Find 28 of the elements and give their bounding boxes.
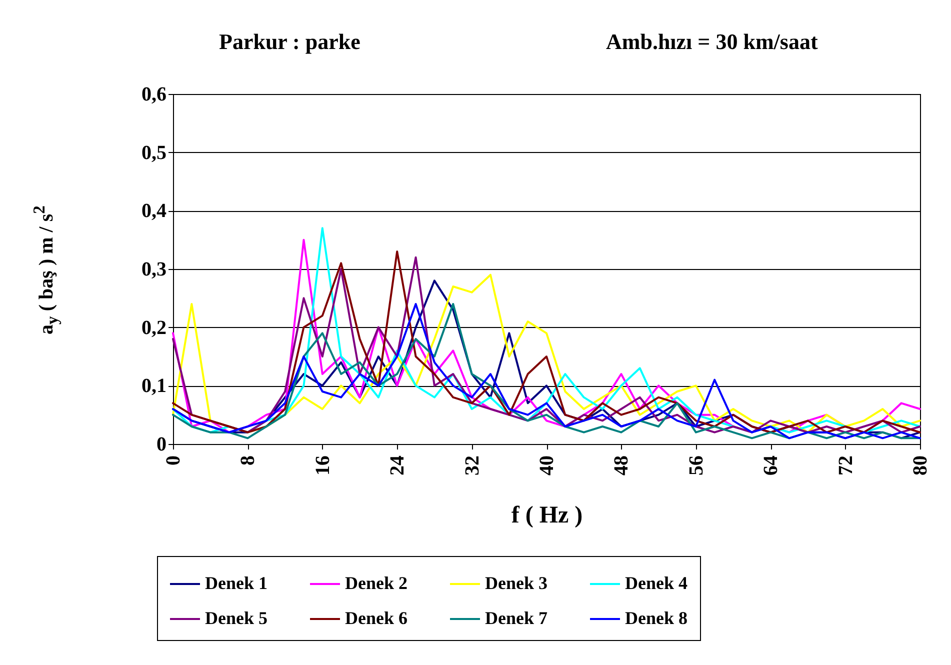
y-tick-label: 0,2 (142, 316, 166, 339)
chart-subtitle: Amb.hızı = 30 km/saat (606, 29, 818, 55)
legend-label: Denek 8 (625, 608, 688, 628)
chart-title: Parkur : parke (219, 29, 360, 55)
x-tick-label: 72 (834, 456, 857, 476)
x-tick-label: 40 (536, 456, 558, 476)
x-tick-label: 56 (685, 456, 708, 476)
legend-label: Denek 7 (485, 608, 548, 628)
x-tick-label: 32 (461, 456, 484, 476)
x-tick-label: 64 (760, 456, 782, 476)
legend-label: Denek 5 (205, 608, 268, 628)
legend-label: Denek 6 (345, 608, 408, 628)
x-tick-label: 16 (312, 456, 334, 476)
x-tick-label: 24 (386, 456, 409, 476)
x-tick-label: 8 (237, 456, 260, 466)
y-tick-label: 0,3 (142, 258, 166, 280)
legend-label: Denek 2 (345, 573, 408, 593)
x-tick-label: 48 (610, 456, 633, 476)
y-tick-label: 0,6 (142, 84, 166, 106)
legend-label: Denek 3 (485, 573, 548, 593)
legend-label: Denek 4 (625, 573, 688, 593)
y-tick-label: 0,4 (142, 200, 166, 222)
legend-label: Denek 1 (205, 573, 268, 593)
y-tick-label: 0,1 (142, 375, 166, 398)
x-axis-title: f ( Hz ) (511, 502, 583, 528)
x-tick-label: 80 (910, 456, 932, 476)
x-tick-label: 0 (162, 456, 184, 466)
y-tick-label: 0,5 (142, 142, 166, 164)
